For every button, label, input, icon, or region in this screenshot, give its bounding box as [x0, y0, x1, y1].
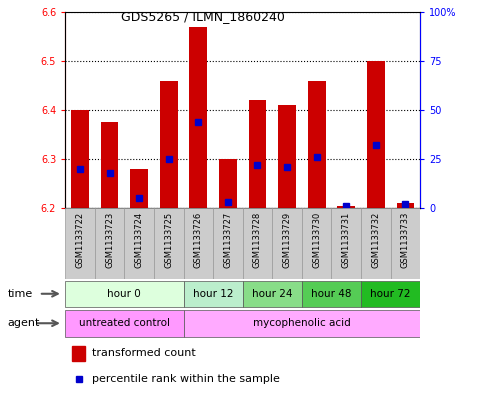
- Bar: [249, 100, 267, 208]
- Text: GSM1133729: GSM1133729: [283, 212, 292, 268]
- Text: GDS5265 / ILMN_1860240: GDS5265 / ILMN_1860240: [121, 10, 285, 23]
- FancyBboxPatch shape: [302, 281, 361, 307]
- Text: hour 24: hour 24: [252, 289, 293, 299]
- Bar: [189, 26, 207, 208]
- FancyBboxPatch shape: [65, 281, 184, 307]
- FancyBboxPatch shape: [242, 208, 272, 279]
- Text: GSM1133723: GSM1133723: [105, 212, 114, 268]
- Bar: [367, 61, 384, 208]
- Bar: [71, 110, 89, 208]
- Text: hour 12: hour 12: [193, 289, 233, 299]
- FancyBboxPatch shape: [184, 281, 242, 307]
- Text: GSM1133722: GSM1133722: [75, 212, 85, 268]
- Text: mycophenolic acid: mycophenolic acid: [253, 318, 351, 328]
- Bar: [72, 346, 85, 361]
- Bar: [337, 206, 355, 208]
- Text: hour 72: hour 72: [370, 289, 411, 299]
- FancyBboxPatch shape: [331, 208, 361, 279]
- Text: GSM1133725: GSM1133725: [164, 212, 173, 268]
- Text: GSM1133727: GSM1133727: [224, 212, 232, 268]
- Text: agent: agent: [7, 318, 40, 328]
- FancyBboxPatch shape: [242, 281, 302, 307]
- Text: untreated control: untreated control: [79, 318, 170, 328]
- Bar: [101, 122, 118, 208]
- FancyBboxPatch shape: [391, 208, 420, 279]
- FancyBboxPatch shape: [361, 208, 391, 279]
- FancyBboxPatch shape: [361, 281, 420, 307]
- FancyBboxPatch shape: [184, 310, 420, 336]
- Text: GSM1133724: GSM1133724: [135, 212, 143, 268]
- FancyBboxPatch shape: [213, 208, 242, 279]
- Text: hour 48: hour 48: [311, 289, 352, 299]
- Text: GSM1133733: GSM1133733: [401, 212, 410, 268]
- Bar: [397, 204, 414, 208]
- Text: GSM1133732: GSM1133732: [371, 212, 380, 268]
- Text: percentile rank within the sample: percentile rank within the sample: [92, 374, 280, 384]
- Text: GSM1133730: GSM1133730: [312, 212, 321, 268]
- Bar: [160, 81, 178, 208]
- Bar: [130, 169, 148, 208]
- Text: time: time: [7, 289, 32, 299]
- Bar: [278, 105, 296, 208]
- FancyBboxPatch shape: [154, 208, 184, 279]
- Text: hour 0: hour 0: [108, 289, 141, 299]
- Bar: [308, 81, 326, 208]
- FancyBboxPatch shape: [65, 208, 95, 279]
- FancyBboxPatch shape: [95, 208, 125, 279]
- FancyBboxPatch shape: [184, 208, 213, 279]
- Bar: [219, 159, 237, 208]
- FancyBboxPatch shape: [302, 208, 331, 279]
- Text: GSM1133728: GSM1133728: [253, 212, 262, 268]
- FancyBboxPatch shape: [65, 310, 184, 336]
- Text: transformed count: transformed count: [92, 348, 196, 358]
- FancyBboxPatch shape: [125, 208, 154, 279]
- Text: GSM1133726: GSM1133726: [194, 212, 203, 268]
- Text: GSM1133731: GSM1133731: [342, 212, 351, 268]
- FancyBboxPatch shape: [272, 208, 302, 279]
